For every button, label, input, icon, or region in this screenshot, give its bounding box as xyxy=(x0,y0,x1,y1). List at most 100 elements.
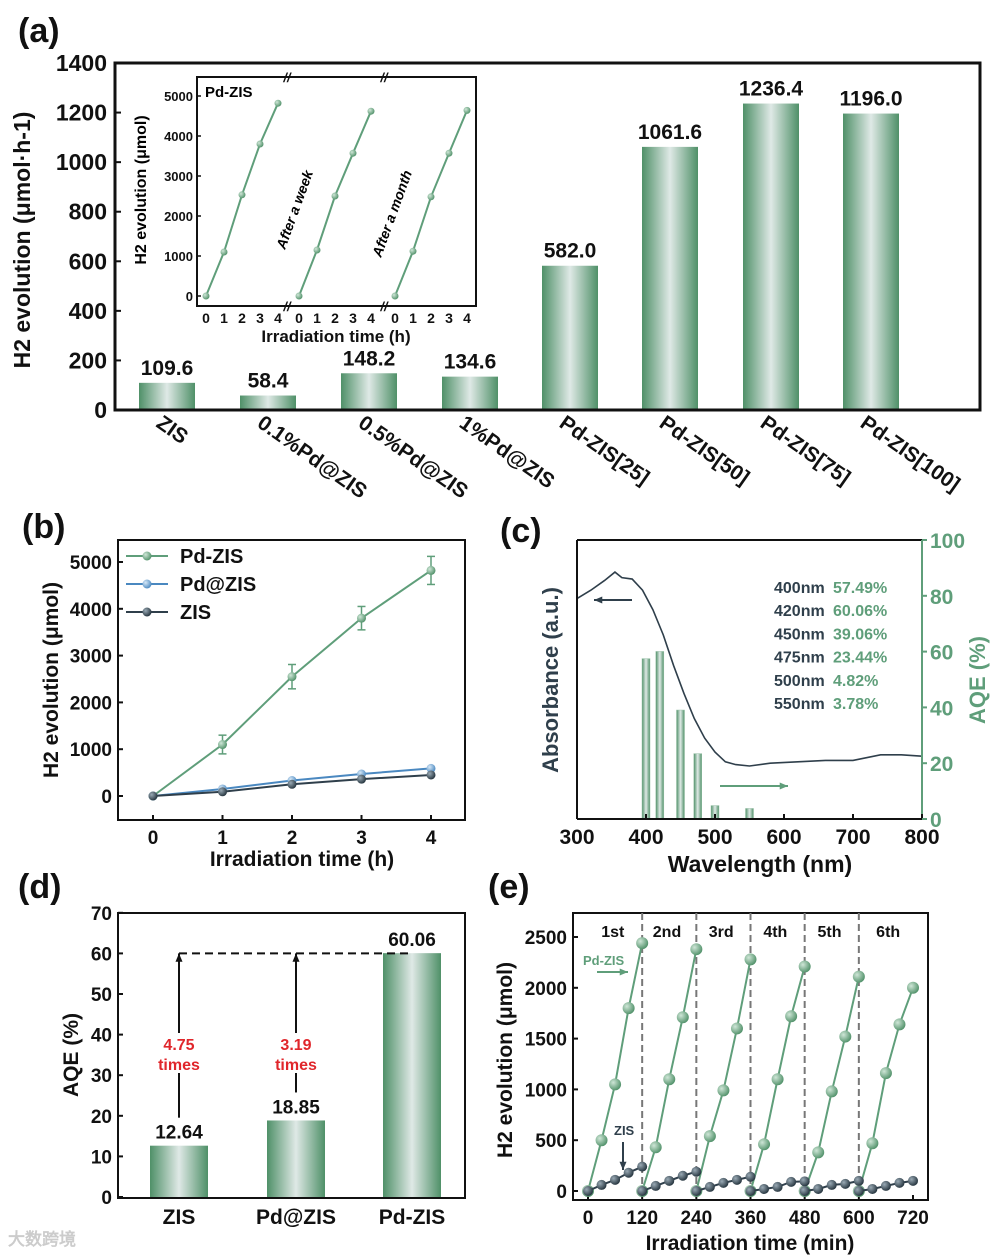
inset-line xyxy=(205,102,279,297)
x-tick-label: 360 xyxy=(735,1208,767,1229)
y-axis-label: AQE (%) xyxy=(60,1013,83,1097)
series-point xyxy=(426,770,436,780)
inset-line xyxy=(394,110,468,297)
cycle-point xyxy=(677,1170,688,1181)
y-tick-label: 1400 xyxy=(56,50,107,76)
y2-tick-label: 60 xyxy=(930,642,953,665)
y-tick-label: 2000 xyxy=(70,693,112,714)
x-tick-label: 4 xyxy=(426,828,437,849)
inset-x-tick-label: 3 xyxy=(445,310,453,326)
cycle-point xyxy=(799,1176,810,1187)
y-tick-label: 1000 xyxy=(525,1080,567,1101)
series-point xyxy=(426,763,436,773)
series-point xyxy=(287,672,297,682)
category-label: Pd-ZIS[75] xyxy=(756,411,854,489)
inset-annotation: After a week xyxy=(272,167,316,252)
cycle-label: 3rd xyxy=(709,924,734,941)
bar-a xyxy=(341,373,397,410)
series-label-pd-zis: Pd-ZIS xyxy=(583,953,624,968)
x-tick-label: 700 xyxy=(835,826,870,849)
inset-title: Pd-ZIS xyxy=(205,84,253,101)
y2-tick-label: 80 xyxy=(930,586,953,609)
cycle-point xyxy=(825,1085,838,1098)
cycle-point xyxy=(798,960,811,973)
aqe-wavelength-label: 400nm xyxy=(774,580,825,597)
annotation-bg xyxy=(153,1033,205,1073)
annotation-bg xyxy=(270,1033,322,1073)
y-tick-label: 30 xyxy=(91,1066,112,1087)
cycle-point xyxy=(623,1167,634,1178)
y-tick-label: 1200 xyxy=(56,100,107,126)
x-axis-label: Irradiation time (h) xyxy=(210,848,394,871)
inset-annotation: After a month xyxy=(368,168,415,260)
inset-x-tick-label: 0 xyxy=(295,310,303,326)
cycle-point xyxy=(691,1186,702,1196)
cycle-point xyxy=(637,1161,648,1172)
aqe-wavelength-label: 475nm xyxy=(774,650,825,667)
aqe-bar xyxy=(641,658,651,820)
cycle-point xyxy=(664,1175,675,1186)
y2-tick-label: 100 xyxy=(930,530,965,553)
cycle-point xyxy=(867,1183,878,1194)
cycle-point xyxy=(595,1134,608,1147)
inset-point xyxy=(274,99,282,107)
cycle-point xyxy=(772,1181,783,1192)
cycle-label: 5th xyxy=(817,924,841,941)
legend-marker xyxy=(142,579,152,589)
cycle-point xyxy=(853,1186,864,1196)
bar-value-label: 148.2 xyxy=(343,347,396,370)
pd-zis-arrow-head xyxy=(619,968,628,976)
inset-x-tick-label: 2 xyxy=(331,310,339,326)
bar-a xyxy=(843,113,899,410)
inset-axes xyxy=(196,76,477,307)
axis-break-mark: // xyxy=(282,70,292,85)
inset-point xyxy=(313,246,321,254)
cycle-point xyxy=(826,1179,837,1190)
cycle-point xyxy=(799,1186,810,1196)
cycle-point xyxy=(839,1030,852,1043)
panel-label-d: (d) xyxy=(18,868,61,906)
bar-a xyxy=(240,395,296,410)
legend-label: ZIS xyxy=(180,602,211,624)
x-tick-label: 400 xyxy=(628,826,663,849)
y-tick-label: 600 xyxy=(69,248,107,274)
legend-label: Pd-ZIS xyxy=(180,546,243,568)
cycle-point xyxy=(730,1022,743,1035)
aqe-value-label: 39.06% xyxy=(833,626,887,643)
y-tick-label: 1000 xyxy=(56,149,107,175)
y-tick-label: 70 xyxy=(91,904,112,925)
axis-break-mark: // xyxy=(379,70,389,85)
y2-tick-label: 20 xyxy=(930,753,953,776)
fold-annotation: 4.75 xyxy=(163,1037,194,1054)
inset-x-tick-label: 1 xyxy=(409,310,417,326)
y2-tick-label: 40 xyxy=(930,697,953,720)
x-tick-label: 600 xyxy=(843,1208,875,1229)
cycle-point xyxy=(650,1180,661,1191)
x-axis-label: Irradiation time (min) xyxy=(646,1232,855,1255)
category-label: 1%Pd@ZIS xyxy=(455,411,559,493)
cycle-point xyxy=(786,1176,797,1187)
cycle-point xyxy=(610,1174,621,1185)
cycle-point xyxy=(704,1181,715,1192)
y-tick-label: 0 xyxy=(101,1188,112,1209)
cycle-point xyxy=(758,1138,771,1151)
cycle-point xyxy=(840,1178,851,1189)
bar-a xyxy=(743,103,799,410)
bar-value-label: 1236.4 xyxy=(739,78,804,101)
bar-value-label: 134.6 xyxy=(444,351,497,374)
aqe-bar xyxy=(745,808,754,820)
cycle-point xyxy=(880,1180,891,1191)
series-point xyxy=(218,740,227,750)
cycle-line xyxy=(587,942,644,1192)
inset-point xyxy=(391,292,399,300)
cycle-point xyxy=(812,1146,825,1159)
inset-x-tick-label: 0 xyxy=(202,310,210,326)
cycle-point xyxy=(649,1141,662,1154)
inset-point xyxy=(349,149,357,157)
inset-point xyxy=(256,140,264,148)
panel-label-b: (b) xyxy=(22,508,65,546)
inset-x-tick-label: 2 xyxy=(238,310,246,326)
category-label: Pd-ZIS[25] xyxy=(555,411,653,489)
inset-y-tick-label: 2000 xyxy=(164,209,193,224)
